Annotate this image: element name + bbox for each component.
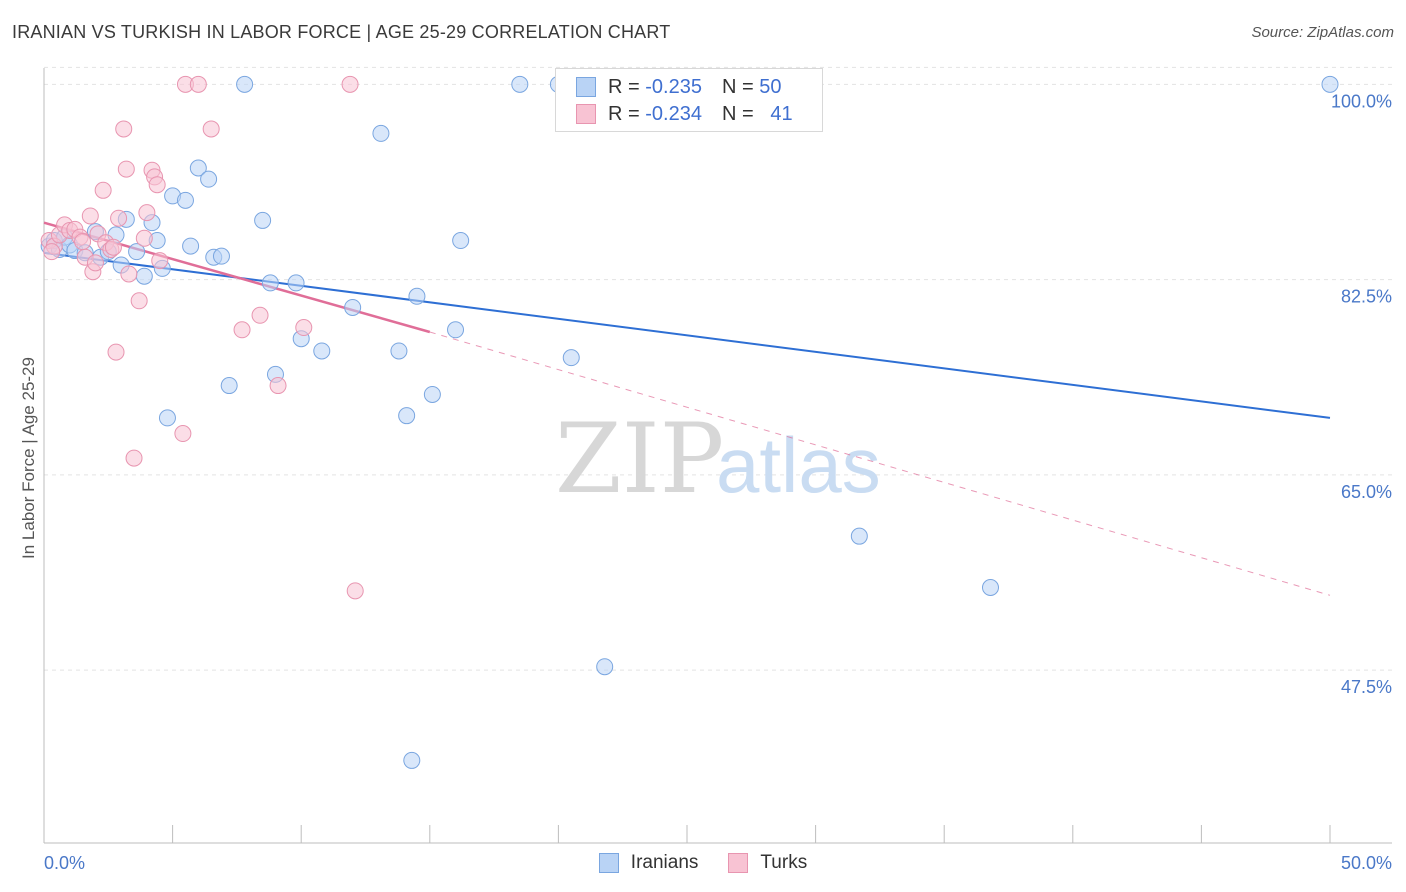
- data-point-turks: [341, 75, 359, 93]
- data-point-iranians: [236, 75, 254, 93]
- r-label: R =: [608, 102, 640, 125]
- data-point-iranians: [287, 274, 305, 292]
- data-point-turks: [125, 449, 143, 467]
- y-tick-label: 65.0%: [1341, 482, 1392, 502]
- data-point-iranians: [398, 407, 416, 425]
- data-point-iranians: [158, 409, 176, 427]
- data-point-iranians: [313, 342, 331, 360]
- data-point-iranians: [850, 527, 868, 545]
- turks-swatch: [728, 853, 749, 873]
- chart-title: IRANIAN VS TURKISH IN LABOR FORCE | AGE …: [12, 22, 671, 42]
- data-point-turks: [110, 209, 128, 227]
- data-point-iranians: [596, 658, 614, 676]
- turks-swatch: [576, 104, 596, 124]
- data-point-iranians: [189, 159, 207, 177]
- n-value: 50: [759, 75, 782, 98]
- data-point-turks: [295, 319, 313, 337]
- n-value: 41: [770, 102, 793, 125]
- data-point-turks: [115, 120, 133, 138]
- watermark: ZIP atlas: [555, 403, 881, 515]
- data-point-iranians: [403, 751, 421, 769]
- data-point-turks: [346, 582, 364, 600]
- data-point-iranians: [452, 232, 470, 250]
- x-tick-label: 50.0%: [1341, 853, 1392, 873]
- data-point-iranians: [562, 349, 580, 367]
- x-tick-label: 0.0%: [44, 853, 85, 873]
- iranians-swatch: [576, 77, 596, 97]
- data-point-iranians: [176, 191, 194, 209]
- data-point-turks: [138, 204, 156, 222]
- data-point-iranians: [511, 75, 529, 93]
- data-point-turks: [107, 343, 125, 361]
- data-point-turks: [74, 233, 92, 251]
- data-points: [40, 75, 1339, 769]
- data-point-turks: [148, 176, 166, 194]
- data-point-iranians: [390, 342, 408, 360]
- iranians-swatch: [598, 853, 619, 873]
- legend-row-turks: R = -0.234 N = 41: [576, 102, 793, 126]
- data-point-turks: [269, 377, 287, 395]
- data-point-iranians: [182, 237, 200, 255]
- y-tick-label: 82.5%: [1341, 287, 1392, 307]
- data-point-turks: [151, 252, 169, 270]
- n-label: N =: [721, 102, 754, 125]
- legend-item-turks: Turks: [728, 852, 807, 874]
- legend-label-turks: Turks: [760, 852, 808, 873]
- data-point-iranians: [408, 287, 426, 305]
- watermark-atlas: atlas: [716, 421, 881, 509]
- data-point-iranians: [423, 385, 441, 403]
- y-axis-label: In Labor Force | Age 25-29: [19, 357, 38, 559]
- data-point-turks: [174, 425, 192, 443]
- data-point-turks: [189, 75, 207, 93]
- data-point-turks: [94, 181, 112, 199]
- data-point-iranians: [981, 579, 999, 597]
- r-value: -0.235: [645, 75, 702, 98]
- data-point-turks: [117, 160, 135, 178]
- data-point-turks: [86, 254, 104, 272]
- data-point-iranians: [135, 267, 153, 285]
- watermark-zip: ZIP: [555, 403, 724, 515]
- data-point-turks: [43, 243, 61, 261]
- trend-line-iranians: [43, 251, 1331, 419]
- legend-item-iranians: Iranians: [598, 852, 699, 874]
- data-point-turks: [120, 265, 138, 283]
- data-point-iranians: [254, 211, 272, 229]
- data-point-iranians: [128, 243, 146, 261]
- data-point-iranians: [212, 247, 230, 265]
- data-point-iranians: [372, 124, 390, 142]
- data-point-iranians: [344, 298, 362, 316]
- correlation-legend: R = -0.235 N = 50 R = -0.234 N = 41: [555, 68, 823, 132]
- data-point-turks: [233, 321, 251, 339]
- data-point-turks: [135, 229, 153, 247]
- axes: [43, 68, 1392, 844]
- data-point-turks: [251, 306, 269, 324]
- legend-row-iranians: R = -0.235 N = 50: [576, 75, 781, 99]
- y-tick-label: 47.5%: [1341, 677, 1392, 697]
- r-label: R =: [608, 75, 640, 98]
- r-value: -0.234: [645, 102, 702, 125]
- trend-line-turks-dashed: [429, 331, 1331, 596]
- n-label: N =: [721, 75, 754, 98]
- data-point-iranians: [1321, 75, 1339, 93]
- data-point-turks: [81, 207, 99, 225]
- data-point-iranians: [261, 274, 279, 292]
- source-label: Source: ZipAtlas.com: [1251, 24, 1394, 41]
- y-tick-label: 100.0%: [1331, 91, 1392, 111]
- data-point-iranians: [220, 377, 238, 395]
- data-point-iranians: [200, 170, 218, 188]
- series-legend: Iranians Turks: [0, 852, 1406, 874]
- data-point-iranians: [447, 321, 465, 339]
- data-point-turks: [130, 292, 148, 310]
- grid-lines: [44, 66, 1392, 671]
- tick-labels: 100.0% 82.5% 65.0% 47.5% 0.0% 50.0%: [44, 91, 1392, 873]
- data-point-turks: [202, 120, 220, 138]
- legend-label-iranians: Iranians: [630, 852, 699, 873]
- data-point-turks: [104, 238, 122, 256]
